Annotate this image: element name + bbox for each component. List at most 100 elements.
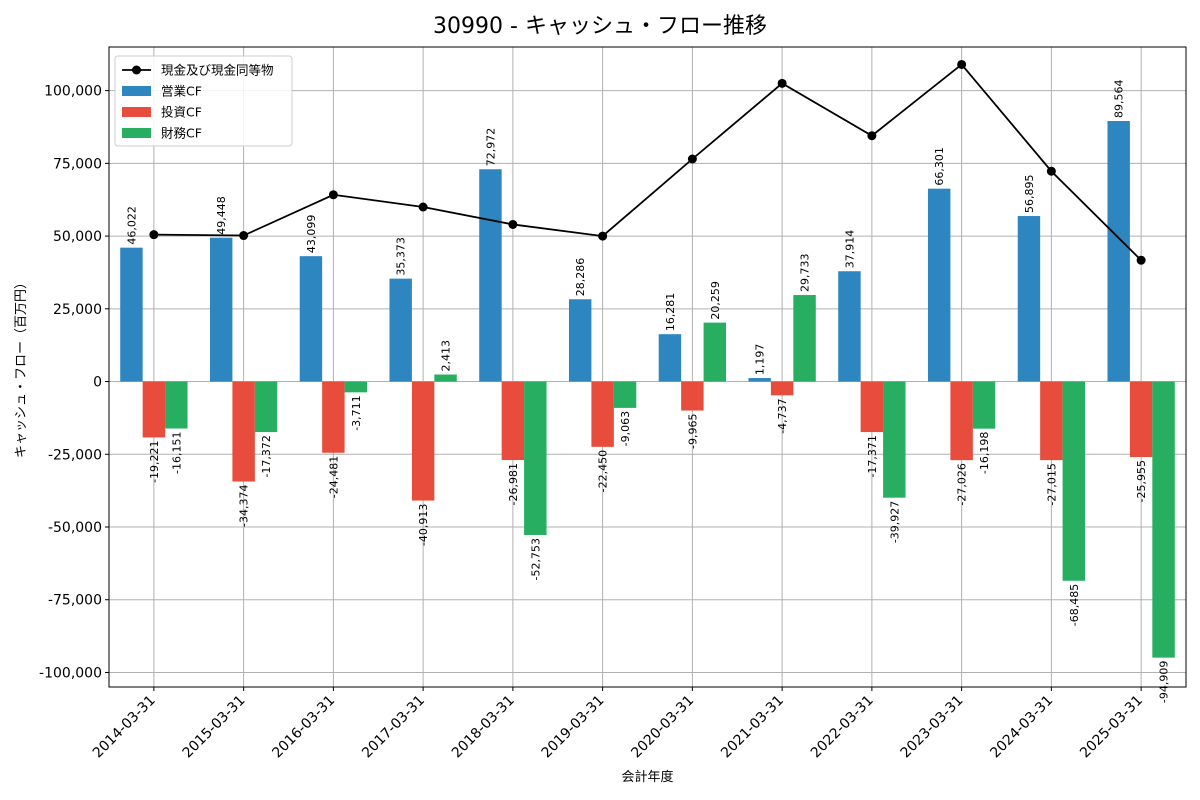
y-tick-label: -75,000 <box>48 593 102 609</box>
y-tick-label: 50,000 <box>53 229 102 245</box>
bar-value-label: 20,259 <box>709 281 722 320</box>
cash-line <box>153 63 1142 261</box>
bar-財務CF <box>434 374 457 382</box>
x-tick-label: 2016-03-31 <box>269 693 338 762</box>
bar-投資CF <box>232 381 255 482</box>
y-tick-label: 25,000 <box>53 302 102 318</box>
bar-投資CF <box>322 381 345 453</box>
bar-value-label: 37,914 <box>843 230 856 269</box>
cash-point <box>598 231 608 241</box>
cash-point <box>149 230 159 240</box>
bar-財務CF <box>972 381 996 429</box>
bar-営業CF <box>1017 216 1041 382</box>
bar-value-label: 72,972 <box>484 128 497 167</box>
bar-営業CF <box>120 247 143 382</box>
cash-point <box>687 154 697 164</box>
bar-投資CF <box>950 381 973 461</box>
x-tick-label: 2023-03-31 <box>898 693 967 762</box>
bar-財務CF <box>254 381 278 433</box>
x-tick-label: 2020-03-31 <box>628 693 697 762</box>
bar-投資CF <box>860 381 884 433</box>
legend-label: 財務CF <box>161 126 202 141</box>
x-tick-label: 2024-03-31 <box>987 693 1056 762</box>
bar-value-label: -52,753 <box>529 538 542 580</box>
cash-point <box>508 219 518 229</box>
line-layer <box>149 59 1146 265</box>
bar-value-label: -17,371 <box>866 435 879 477</box>
bar-投資CF <box>591 381 614 447</box>
bar-value-label: 2,413 <box>440 340 453 372</box>
bar-営業CF <box>299 256 323 382</box>
x-axis-label: 会計年度 <box>621 769 673 785</box>
bar-営業CF <box>389 278 412 382</box>
bar-投資CF <box>1129 381 1153 458</box>
cash-point <box>867 131 877 141</box>
cash-point <box>1046 166 1056 176</box>
bar-営業CF <box>927 188 951 382</box>
bars-layer <box>120 120 1175 658</box>
bar-営業CF <box>658 334 682 382</box>
bar-value-label: 46,022 <box>125 206 138 245</box>
bar-財務CF <box>703 322 727 382</box>
bar-財務CF <box>165 381 188 429</box>
x-tick-label: 2018-03-31 <box>449 693 518 762</box>
bar-value-label: -9,965 <box>686 414 699 449</box>
bar-財務CF <box>793 295 816 382</box>
legend-swatch <box>122 128 151 138</box>
bar-value-label: -27,026 <box>956 463 969 505</box>
data-labels-layer: 46,022 49,448 43,099 35,373 72,972 28,286 16,2… <box>125 79 1170 703</box>
x-tick-label: 2022-03-31 <box>808 693 877 762</box>
chart-title: 30990 - キャッシュ・フロー推移 <box>433 14 767 39</box>
bar-財務CF <box>883 381 906 498</box>
y-tick-label: -50,000 <box>48 520 102 536</box>
bar-営業CF <box>748 378 771 382</box>
bar-営業CF <box>479 169 502 382</box>
x-tick-label: 2021-03-31 <box>718 693 787 762</box>
legend-label: 現金及び現金同等物 <box>161 63 274 78</box>
bar-財務CF <box>524 381 547 536</box>
bar-value-label: -25,955 <box>1135 460 1148 502</box>
x-tick-label: 2017-03-31 <box>359 693 428 762</box>
bar-営業CF <box>1107 120 1130 382</box>
legend-box <box>114 55 293 147</box>
cash-point <box>957 59 967 69</box>
bar-value-label: 89,564 <box>1113 79 1126 118</box>
bar-value-label: -22,450 <box>597 450 610 492</box>
bar-value-label: 43,099 <box>305 215 318 254</box>
bar-投資CF <box>501 381 525 461</box>
bar-value-label: 49,448 <box>215 196 228 235</box>
bar-営業CF <box>568 299 592 382</box>
x-tick-label: 2025-03-31 <box>1077 693 1146 762</box>
bar-営業CF <box>838 271 861 382</box>
bar-value-label: -34,374 <box>238 485 251 527</box>
bar-value-label: 35,373 <box>395 237 408 276</box>
y-axis-label: キャッシュ・フロー（百万円） <box>14 276 29 458</box>
x-tick-label: 2014-03-31 <box>90 693 159 762</box>
x-tick-label: 2019-03-31 <box>539 693 608 762</box>
bar-value-label: 28,286 <box>574 258 587 297</box>
x-tick-label: 2015-03-31 <box>180 693 249 762</box>
y-tick-label: 75,000 <box>53 156 102 172</box>
bar-value-label: -27,015 <box>1045 463 1058 505</box>
bar-value-label: -17,372 <box>260 435 273 477</box>
cash-point <box>239 231 249 241</box>
legend-swatch <box>122 86 151 96</box>
cash-point <box>418 202 428 212</box>
bar-投資CF <box>142 381 166 438</box>
y-tick-label: 0 <box>93 375 102 391</box>
legend-label: 投資CF <box>161 105 202 120</box>
legend-swatch <box>122 107 151 117</box>
y-tick-label: 100,000 <box>44 84 102 100</box>
bar-value-label: -19,221 <box>148 440 161 482</box>
bar-value-label: -26,981 <box>507 463 520 505</box>
y-tick-label: -25,000 <box>48 447 102 463</box>
bar-財務CF <box>1062 381 1086 581</box>
bar-財務CF <box>613 381 637 408</box>
bar-value-label: 66,301 <box>933 147 946 186</box>
bar-投資CF <box>1040 381 1063 461</box>
bar-value-label: -24,481 <box>327 456 340 498</box>
bar-財務CF <box>344 381 368 393</box>
y-tick-label: -100,000 <box>39 665 102 681</box>
bar-value-label: 16,281 <box>664 293 677 332</box>
